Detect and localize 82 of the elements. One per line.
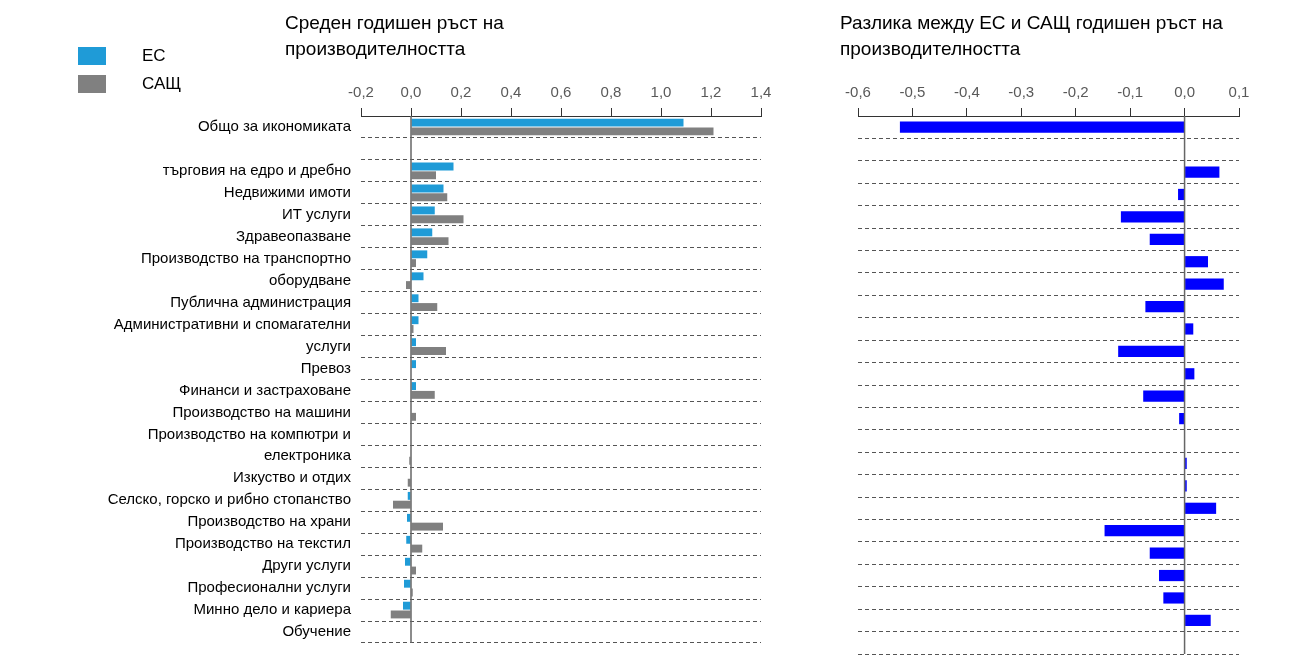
bar xyxy=(1143,390,1185,402)
y-tick-label: Публична администрация xyxy=(170,292,351,310)
bar xyxy=(411,303,438,311)
bar xyxy=(411,206,435,215)
bar xyxy=(411,390,435,399)
y-tick-label: услуги xyxy=(306,336,351,354)
y-tick-label: Здравеопазване xyxy=(236,226,351,244)
bar xyxy=(411,118,684,127)
bar xyxy=(1158,569,1185,582)
x-tick-label: 0,2 xyxy=(450,83,472,101)
bar xyxy=(1179,413,1185,425)
y-tick-label: Производство на транспортно xyxy=(140,248,351,266)
bar xyxy=(1185,614,1211,626)
bar xyxy=(393,500,411,509)
chart-title: Разлика между ЕС и САЩ годишен ръст на производителността xyxy=(840,11,1224,61)
bar xyxy=(1149,547,1185,559)
x-tick-label: -0,1 xyxy=(1117,83,1144,101)
x-tick-label: 0,0 xyxy=(400,83,422,101)
y-tick-label: оборудване xyxy=(269,270,351,288)
bar xyxy=(1185,368,1195,380)
bar xyxy=(411,522,443,531)
x-tick-label: -0,2 xyxy=(348,83,374,101)
y-tick-label: Общо за икономиката xyxy=(197,117,352,135)
y-tick-label: Селско, горско и рибно стопанство xyxy=(107,490,351,508)
x-tick-label: -0,2 xyxy=(1062,83,1089,101)
bar xyxy=(1185,166,1220,178)
bar xyxy=(411,171,436,180)
x-tick-label: 1,2 xyxy=(700,83,722,101)
y-tick-label: търговия на едро и дребно xyxy=(162,161,351,179)
bar xyxy=(1185,502,1217,514)
bar xyxy=(1185,278,1224,290)
bar xyxy=(411,347,446,355)
x-tick-label: -0,5 xyxy=(899,83,926,101)
y-tick-label: Производство на компютри и xyxy=(147,424,351,442)
bar xyxy=(1178,188,1185,201)
x-tick-label: 0,0 xyxy=(1174,83,1195,101)
y-tick-label: Административни и спомагателни xyxy=(113,314,351,332)
bar xyxy=(1149,233,1185,245)
y-tick-label: Професионални услуги xyxy=(187,578,351,596)
bar xyxy=(411,193,448,202)
x-tick-label: 0,1 xyxy=(1228,83,1250,101)
bar xyxy=(899,121,1185,133)
bar xyxy=(411,544,423,553)
bar xyxy=(1163,592,1185,604)
y-tick-label: Финанси и застраховане xyxy=(178,380,351,398)
bar xyxy=(1145,300,1185,313)
bar xyxy=(1104,525,1185,537)
bar xyxy=(411,127,714,136)
bar xyxy=(1118,345,1185,357)
y-tick-label: Други услуги xyxy=(262,556,351,574)
y-tick-label: Производство на текстил xyxy=(174,534,351,552)
bar xyxy=(1185,256,1208,268)
y-tick-label: Превоз xyxy=(300,358,352,376)
x-tick-label: -0,3 xyxy=(1008,83,1035,101)
x-tick-label: 0,8 xyxy=(600,83,622,101)
bar xyxy=(1120,211,1185,223)
y-tick-label: ИТ услуги xyxy=(281,204,351,222)
y-tick-label: Минно дело и кариера xyxy=(193,600,352,618)
x-tick-label: 0,4 xyxy=(500,83,522,101)
bar xyxy=(1185,323,1194,335)
bar xyxy=(411,237,449,246)
legend-label: САЩ xyxy=(142,74,182,94)
legend-label: ЕС xyxy=(142,46,166,66)
chart-title: Среден годишен ръст на производителността xyxy=(285,11,505,61)
x-tick-label: 1,0 xyxy=(650,83,672,101)
bar xyxy=(411,228,433,237)
x-tick-label: 0,6 xyxy=(550,83,572,101)
x-tick-label: 1,4 xyxy=(750,83,772,101)
y-tick-label: Производство на машини xyxy=(172,402,351,420)
y-tick-label: Обучение xyxy=(282,622,351,640)
bar xyxy=(411,215,464,224)
x-tick-label: -0,6 xyxy=(845,83,871,101)
x-tick-label: -0,4 xyxy=(953,83,980,101)
y-tick-label: Недвижими имоти xyxy=(223,182,351,200)
bar xyxy=(411,294,419,303)
bar xyxy=(411,250,428,259)
bar xyxy=(411,272,424,281)
y-tick-label: Производство на храни xyxy=(187,512,351,530)
y-tick-label: Изкуство и отдих xyxy=(233,468,352,486)
bar xyxy=(411,325,414,333)
bar xyxy=(411,316,419,325)
y-tick-label: електроника xyxy=(263,446,352,464)
